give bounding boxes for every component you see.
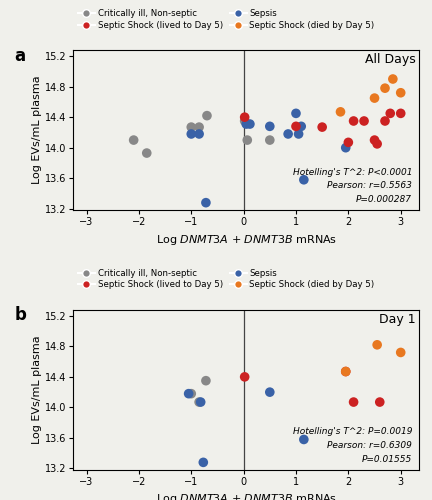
- Text: P=0.01555: P=0.01555: [362, 454, 412, 464]
- Point: [319, 123, 326, 131]
- Point: [300, 436, 307, 444]
- Legend: Critically ill, Non-septic, Septic Shock (lived to Day 5), Sepsis, Septic Shock : Critically ill, Non-septic, Septic Shock…: [78, 10, 375, 29]
- Text: Pearson: r=0.5563: Pearson: r=0.5563: [327, 182, 412, 190]
- Point: [200, 458, 207, 466]
- Point: [397, 110, 404, 118]
- Point: [342, 368, 349, 376]
- Text: Pearson: r=0.6309: Pearson: r=0.6309: [327, 441, 412, 450]
- Point: [241, 113, 248, 121]
- Text: Log $\it{DNMT3A}$ + $\it{DNMT3B}$ mRNAs: Log $\it{DNMT3A}$ + $\it{DNMT3B}$ mRNAs: [156, 492, 337, 500]
- Point: [292, 122, 299, 130]
- Point: [292, 110, 299, 118]
- Text: All Days: All Days: [365, 53, 416, 66]
- Point: [371, 136, 378, 144]
- Point: [241, 373, 248, 381]
- Point: [342, 368, 349, 376]
- Point: [196, 130, 203, 138]
- Point: [376, 398, 383, 406]
- Text: Hotelling's T^2: P<0.0001: Hotelling's T^2: P<0.0001: [292, 168, 412, 176]
- Point: [374, 341, 381, 349]
- Text: P=0.000287: P=0.000287: [356, 195, 412, 204]
- Point: [285, 130, 292, 138]
- Point: [185, 390, 192, 398]
- Point: [267, 388, 273, 396]
- Point: [361, 117, 368, 125]
- Point: [188, 390, 195, 398]
- Point: [188, 123, 195, 131]
- Point: [267, 122, 273, 130]
- Y-axis label: Log EVs/mL plasma: Log EVs/mL plasma: [32, 76, 42, 184]
- Point: [197, 398, 204, 406]
- Point: [203, 376, 210, 384]
- Point: [244, 136, 251, 144]
- Point: [196, 123, 203, 131]
- Text: b: b: [15, 306, 26, 324]
- Point: [350, 117, 357, 125]
- Point: [371, 94, 378, 102]
- Point: [387, 110, 394, 118]
- Point: [267, 136, 273, 144]
- Point: [203, 112, 210, 120]
- Point: [397, 88, 404, 96]
- Point: [203, 198, 210, 206]
- Y-axis label: Log EVs/mL plasma: Log EVs/mL plasma: [32, 336, 42, 444]
- Text: Log $\it{DNMT3A}$ + $\it{DNMT3B}$ mRNAs: Log $\it{DNMT3A}$ + $\it{DNMT3B}$ mRNAs: [156, 233, 337, 247]
- Text: Day 1: Day 1: [379, 313, 416, 326]
- Point: [350, 398, 357, 406]
- Text: a: a: [15, 47, 26, 65]
- Point: [295, 130, 302, 138]
- Point: [342, 144, 349, 152]
- Point: [381, 117, 388, 125]
- Point: [143, 149, 150, 157]
- Legend: Critically ill, Non-septic, Septic Shock (lived to Day 5), Sepsis, Septic Shock : Critically ill, Non-septic, Septic Shock…: [78, 269, 375, 289]
- Point: [389, 75, 396, 83]
- Point: [298, 122, 305, 130]
- Point: [130, 136, 137, 144]
- Point: [188, 130, 195, 138]
- Point: [397, 348, 404, 356]
- Point: [337, 108, 344, 116]
- Point: [345, 138, 352, 146]
- Point: [196, 398, 203, 406]
- Point: [246, 120, 253, 128]
- Point: [300, 176, 307, 184]
- Text: Hotelling's T^2: P=0.0019: Hotelling's T^2: P=0.0019: [292, 428, 412, 436]
- Point: [381, 84, 388, 92]
- Point: [243, 120, 250, 128]
- Point: [374, 140, 381, 148]
- Point: [241, 117, 248, 125]
